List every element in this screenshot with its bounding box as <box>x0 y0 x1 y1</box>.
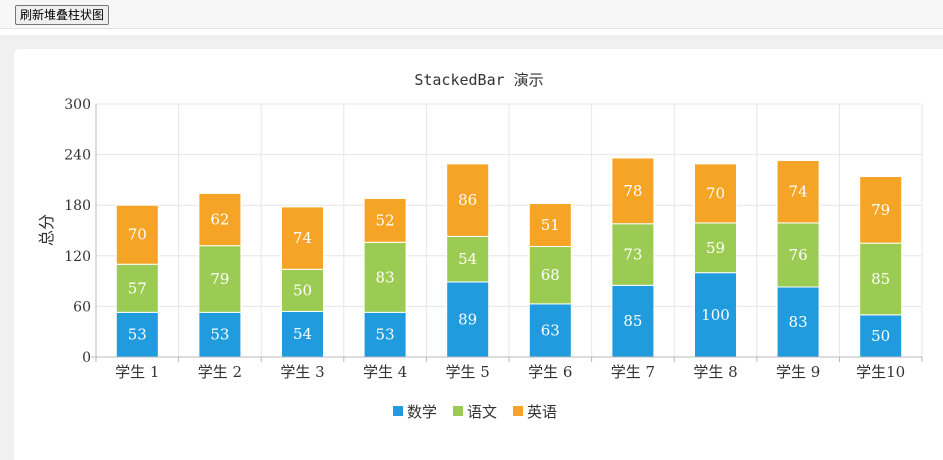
bar-segment[interactable] <box>694 222 737 274</box>
data-label: 68 <box>541 266 560 284</box>
bar-segment[interactable] <box>859 176 903 244</box>
data-label: 50 <box>293 281 312 299</box>
data-label: 85 <box>623 312 642 330</box>
chart-title: StackedBar 演示 <box>414 71 543 89</box>
y-tick-label: 180 <box>64 198 91 214</box>
y-tick-label: 300 <box>64 97 91 113</box>
data-label: 74 <box>789 183 808 201</box>
bar-segment[interactable] <box>281 310 324 358</box>
bar-segment[interactable] <box>528 246 572 305</box>
x-tick-label: 学生 5 <box>446 363 490 381</box>
bar-segment[interactable] <box>446 163 490 237</box>
data-label: 54 <box>293 325 312 343</box>
toolbar: 刷新堆叠柱状图 <box>0 0 943 29</box>
data-label: 70 <box>706 184 725 202</box>
bar-segment[interactable] <box>198 311 242 358</box>
legend-label[interactable]: 语文 <box>467 403 497 421</box>
x-tick-label: 学生 3 <box>280 363 324 381</box>
data-label: 57 <box>128 279 147 297</box>
data-label: 51 <box>541 216 560 234</box>
bar-segment[interactable] <box>115 311 159 358</box>
legend-label[interactable]: 数学 <box>407 403 437 421</box>
x-tick-label: 学生 1 <box>115 363 159 381</box>
data-label: 62 <box>210 211 229 229</box>
bar-segment[interactable] <box>528 303 572 358</box>
data-label: 100 <box>701 306 730 324</box>
data-label: 83 <box>376 268 395 286</box>
legend-swatch <box>393 406 403 416</box>
data-label: 78 <box>623 182 642 200</box>
data-label: 79 <box>871 201 890 219</box>
refresh-stacked-bar-button[interactable]: 刷新堆叠柱状图 <box>15 5 110 25</box>
axes: 0 60 120 180 240 300 学生 1 学生 2 学生 3 学生 4 学生 5 学生 6 学… <box>64 97 923 381</box>
bars: 53 57 70 53 79 62 54 50 74 53 83 52 89 54 86 63 68 51 85 73… <box>115 157 903 358</box>
data-label: 85 <box>871 270 890 288</box>
bar-segment[interactable] <box>198 192 242 247</box>
legend: 数学 语文 英语 <box>393 403 557 421</box>
bar-segment[interactable] <box>611 157 655 225</box>
data-label: 50 <box>871 327 890 345</box>
y-tick-label: 240 <box>64 148 91 164</box>
bar-segment[interactable] <box>694 163 737 224</box>
legend-label[interactable]: 英语 <box>527 403 557 421</box>
x-tick-label: 学生 7 <box>611 363 655 381</box>
legend-swatch <box>513 406 523 416</box>
bar-segment[interactable] <box>776 222 820 288</box>
bar-segment[interactable] <box>446 281 490 358</box>
bar-segment[interactable] <box>776 286 820 358</box>
data-label: 70 <box>128 226 147 244</box>
bar-segment[interactable] <box>859 242 903 316</box>
legend-swatch <box>453 406 463 416</box>
data-label: 83 <box>789 313 808 331</box>
x-tick-label: 学生 2 <box>198 363 242 381</box>
y-axis-label: 总分 <box>37 214 56 246</box>
data-label: 54 <box>458 250 477 268</box>
data-label: 53 <box>128 326 147 344</box>
data-label: 53 <box>376 326 395 344</box>
data-label: 74 <box>293 229 312 247</box>
data-label: 86 <box>458 191 477 209</box>
grid-lines <box>95 103 923 358</box>
bar-segment[interactable] <box>363 197 407 243</box>
data-label: 52 <box>376 211 395 229</box>
x-tick-label: 学生 6 <box>528 363 572 381</box>
x-tick-label: 学生 8 <box>693 363 737 381</box>
data-label: 63 <box>541 321 560 339</box>
data-label: 89 <box>458 310 477 328</box>
bar-segment[interactable] <box>446 235 490 283</box>
x-tick-label: 学生 9 <box>776 363 820 381</box>
data-label: 73 <box>623 246 642 264</box>
data-label: 53 <box>210 326 229 344</box>
y-tick-label: 0 <box>82 350 91 366</box>
y-tick-label: 120 <box>64 249 91 265</box>
bar-segment[interactable] <box>776 160 820 224</box>
data-label: 79 <box>210 270 229 288</box>
bar-segment[interactable] <box>528 203 572 248</box>
bar-segment[interactable] <box>281 206 324 270</box>
bar-segment[interactable] <box>115 204 159 265</box>
data-label: 76 <box>789 246 808 264</box>
bar-segment[interactable] <box>611 284 655 358</box>
bar-segment[interactable] <box>198 245 242 313</box>
bar-segment[interactable] <box>611 223 655 286</box>
x-tick-label: 学生 4 <box>363 363 407 381</box>
data-label: 59 <box>706 239 725 257</box>
y-tick-label: 60 <box>73 299 91 315</box>
x-tick-label: 学生10 <box>856 363 905 381</box>
